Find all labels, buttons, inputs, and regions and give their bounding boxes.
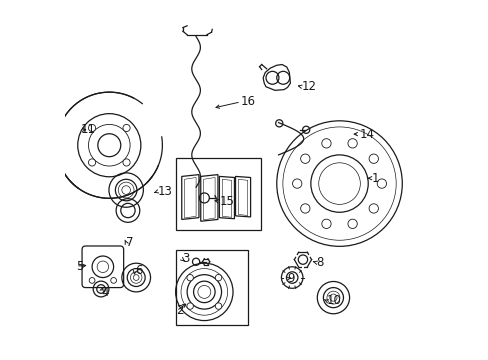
Circle shape xyxy=(122,159,130,166)
Text: 13: 13 xyxy=(158,185,172,198)
Circle shape xyxy=(321,219,330,229)
Circle shape xyxy=(376,179,386,188)
Circle shape xyxy=(88,125,96,131)
Text: 5: 5 xyxy=(76,260,83,273)
Circle shape xyxy=(300,154,309,163)
Circle shape xyxy=(186,274,193,281)
Circle shape xyxy=(292,179,301,188)
Text: 7: 7 xyxy=(126,236,133,249)
Circle shape xyxy=(88,125,130,166)
Circle shape xyxy=(282,127,395,240)
Circle shape xyxy=(347,139,357,148)
Circle shape xyxy=(368,204,378,213)
Circle shape xyxy=(198,285,210,298)
Circle shape xyxy=(88,159,96,166)
Text: 12: 12 xyxy=(301,80,316,93)
Circle shape xyxy=(97,261,108,273)
Circle shape xyxy=(318,163,360,204)
Circle shape xyxy=(181,269,227,315)
Circle shape xyxy=(186,303,193,309)
Text: 14: 14 xyxy=(359,127,373,141)
Circle shape xyxy=(215,274,222,281)
Circle shape xyxy=(300,204,309,213)
Circle shape xyxy=(110,278,116,283)
Circle shape xyxy=(321,139,330,148)
Circle shape xyxy=(175,263,233,320)
Text: 11: 11 xyxy=(80,123,95,136)
Circle shape xyxy=(122,125,130,131)
Circle shape xyxy=(347,219,357,229)
Circle shape xyxy=(89,278,95,283)
Circle shape xyxy=(193,281,215,303)
Circle shape xyxy=(56,92,162,198)
Text: 4: 4 xyxy=(101,287,108,300)
Circle shape xyxy=(310,155,367,212)
Circle shape xyxy=(78,114,141,177)
Bar xyxy=(176,250,247,325)
Circle shape xyxy=(187,275,221,309)
Circle shape xyxy=(215,303,222,309)
Text: 3: 3 xyxy=(182,252,189,265)
Circle shape xyxy=(276,121,402,246)
Text: 8: 8 xyxy=(316,256,323,269)
Circle shape xyxy=(98,134,121,157)
Circle shape xyxy=(368,154,378,163)
Circle shape xyxy=(92,256,113,278)
Text: 10: 10 xyxy=(326,294,341,307)
Text: 16: 16 xyxy=(241,95,255,108)
Text: 9: 9 xyxy=(287,272,294,285)
Text: 6: 6 xyxy=(135,264,142,277)
Text: 1: 1 xyxy=(371,172,379,185)
Bar xyxy=(176,158,260,230)
Text: 2: 2 xyxy=(176,305,183,318)
Text: 15: 15 xyxy=(219,195,234,208)
